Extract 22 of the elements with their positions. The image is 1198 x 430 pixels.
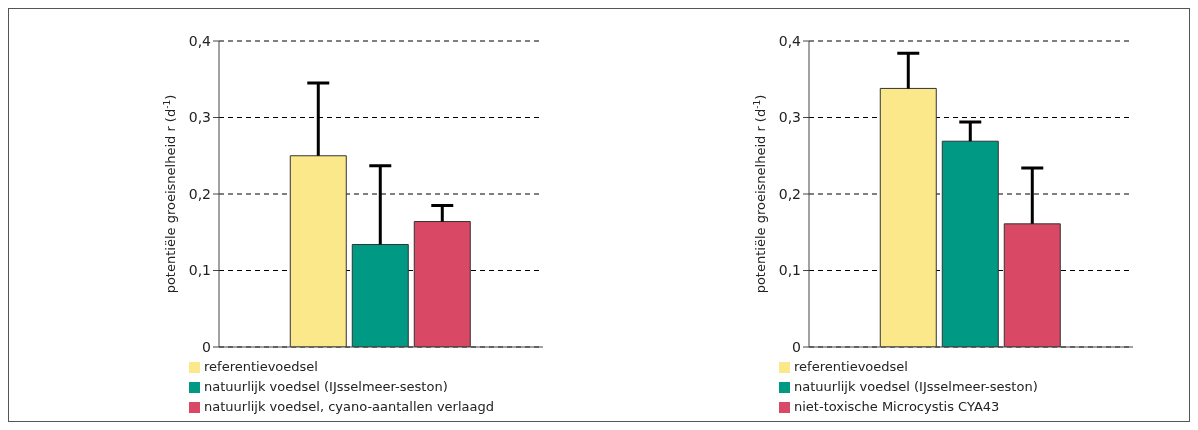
legend-label: referentievoedsel [204,359,318,374]
legend-label: natuurlijk voedsel (IJsselmeer-seston) [794,379,1038,394]
y-tick-label: 0,1 [778,262,801,279]
bar [941,140,999,347]
bar [289,155,347,347]
y-tick-label: 0,2 [778,185,801,202]
y-tick-label: 0,3 [188,109,211,126]
bar [413,221,471,347]
legend-label: natuurlijk voedsel (IJsselmeer-seston) [204,379,448,394]
legend-label: natuurlijk voedsel, cyano-aantallen verlaagd [204,399,495,414]
bar [351,243,409,347]
y-tick-label: 0,2 [188,185,211,202]
y-tick-label: 0,1 [188,262,211,279]
bar [1003,223,1061,347]
y-tick-label: 0,4 [778,32,802,49]
legend-label: niet-toxische Microcystis CYA43 [794,399,1000,414]
y-tick-label: 0,3 [778,109,801,126]
bar [879,87,937,347]
y-tick-label: 0 [202,338,211,355]
y-tick-label: 0,4 [188,32,212,49]
legend-label: referentievoedsel [794,359,908,374]
y-tick-label: 0 [792,338,801,355]
